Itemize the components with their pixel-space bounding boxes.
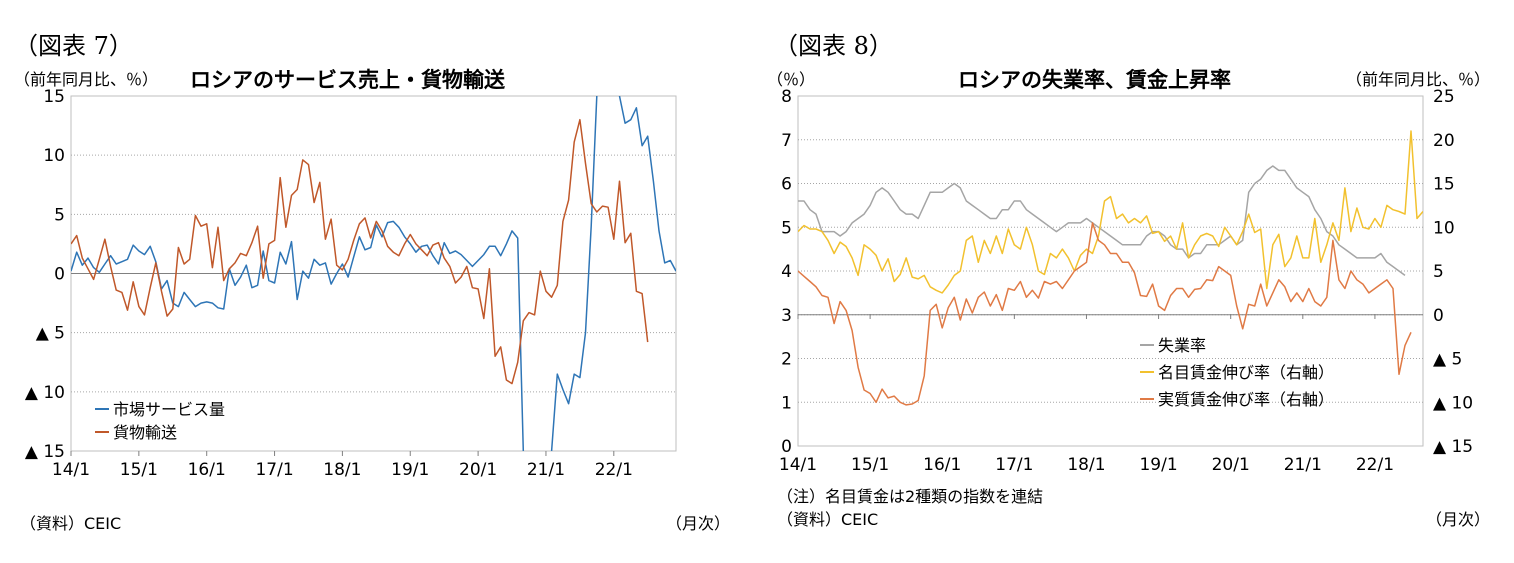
y-tick-label: 5 bbox=[781, 218, 792, 238]
x-tick-label: 19/1 bbox=[391, 460, 429, 480]
y-tick-label: 0 bbox=[781, 437, 792, 457]
unit-label-right-axis: （前年同月比、％） bbox=[1346, 70, 1491, 89]
figure-label-right: （図表 8） bbox=[774, 32, 893, 60]
legend-label: 実質賃金伸び率（右軸） bbox=[1158, 390, 1334, 409]
legend-label: 名目賃金伸び率（右軸） bbox=[1158, 363, 1334, 382]
y-tick-label: 2 bbox=[781, 350, 792, 370]
x-tick-label: 16/1 bbox=[923, 455, 961, 475]
x-tick-label: 18/1 bbox=[1067, 455, 1105, 475]
y-tick-label: 1 bbox=[781, 393, 792, 413]
y2-tick-label: 25 bbox=[1433, 87, 1455, 107]
y-tick-label: 10 bbox=[43, 146, 65, 166]
series-line-1 bbox=[71, 96, 676, 451]
xunit-left: （月次） bbox=[666, 514, 731, 533]
legend-label: 市場サービス量 bbox=[113, 400, 225, 419]
x-tick-label: 20/1 bbox=[459, 460, 497, 480]
x-tick-label: 18/1 bbox=[323, 460, 361, 480]
y2-tick-label: 5 bbox=[1433, 262, 1444, 282]
x-tick-label: 20/1 bbox=[1212, 455, 1250, 475]
y2-tick-label: ▲ 5 bbox=[1433, 350, 1462, 370]
source-right: （資料）CEIC bbox=[777, 510, 879, 529]
y-tick-label: 0 bbox=[54, 265, 65, 285]
chart-title-left: ロシアのサービス売上・貨物輸送 bbox=[190, 68, 505, 92]
figure-label-left: （図表 7） bbox=[14, 32, 133, 60]
x-tick-label: 14/1 bbox=[52, 460, 90, 480]
y-tick-label: 3 bbox=[781, 306, 792, 326]
unit-label-left: （前年同月比、％） bbox=[14, 70, 159, 89]
y-tick-label: 7 bbox=[781, 131, 792, 151]
series-line-1 bbox=[798, 165, 1406, 277]
x-tick-label: 17/1 bbox=[255, 460, 293, 480]
y-tick-label: 15 bbox=[43, 87, 65, 107]
x-tick-label: 16/1 bbox=[188, 460, 226, 480]
legend-label: 失業率 bbox=[1158, 336, 1206, 355]
y2-tick-label: 0 bbox=[1433, 306, 1444, 326]
y2-tick-label: ▲ 15 bbox=[1433, 437, 1473, 457]
x-tick-label: 19/1 bbox=[1139, 455, 1177, 475]
y-tick-label: 4 bbox=[781, 262, 792, 282]
note-right: （注）名目賃金は2種類の指数を連結 bbox=[777, 487, 1044, 506]
source-left: （資料）CEIC bbox=[20, 514, 122, 533]
y-tick-label: ▲ 10 bbox=[25, 383, 65, 403]
series-line-2 bbox=[798, 130, 1423, 294]
xunit-right: （月次） bbox=[1426, 510, 1491, 529]
y-tick-label: ▲ 5 bbox=[36, 324, 65, 344]
y-tick-label: 5 bbox=[54, 205, 65, 225]
x-tick-label: 14/1 bbox=[779, 455, 817, 475]
x-tick-label: 15/1 bbox=[120, 460, 158, 480]
legend-label: 貨物輸送 bbox=[113, 423, 177, 442]
x-tick-label: 21/1 bbox=[1284, 455, 1322, 475]
y2-tick-label: 15 bbox=[1433, 175, 1455, 195]
x-tick-label: 15/1 bbox=[851, 455, 889, 475]
x-tick-label: 17/1 bbox=[995, 455, 1033, 475]
y2-tick-label: 10 bbox=[1433, 218, 1455, 238]
y2-tick-label: 20 bbox=[1433, 131, 1455, 151]
x-tick-label: 22/1 bbox=[1356, 455, 1394, 475]
y-tick-label: 8 bbox=[781, 87, 792, 107]
x-tick-label: 22/1 bbox=[595, 460, 633, 480]
y2-tick-label: ▲ 10 bbox=[1433, 393, 1473, 413]
series-line-3 bbox=[798, 222, 1412, 406]
y-tick-label: 6 bbox=[781, 175, 792, 195]
x-tick-label: 21/1 bbox=[527, 460, 565, 480]
series-line-2 bbox=[71, 118, 649, 385]
y-tick-label: ▲ 15 bbox=[25, 442, 65, 462]
chart-title-right: ロシアの失業率、賃金上昇率 bbox=[958, 68, 1231, 92]
unit-label-left-axis: （％） bbox=[767, 70, 816, 89]
